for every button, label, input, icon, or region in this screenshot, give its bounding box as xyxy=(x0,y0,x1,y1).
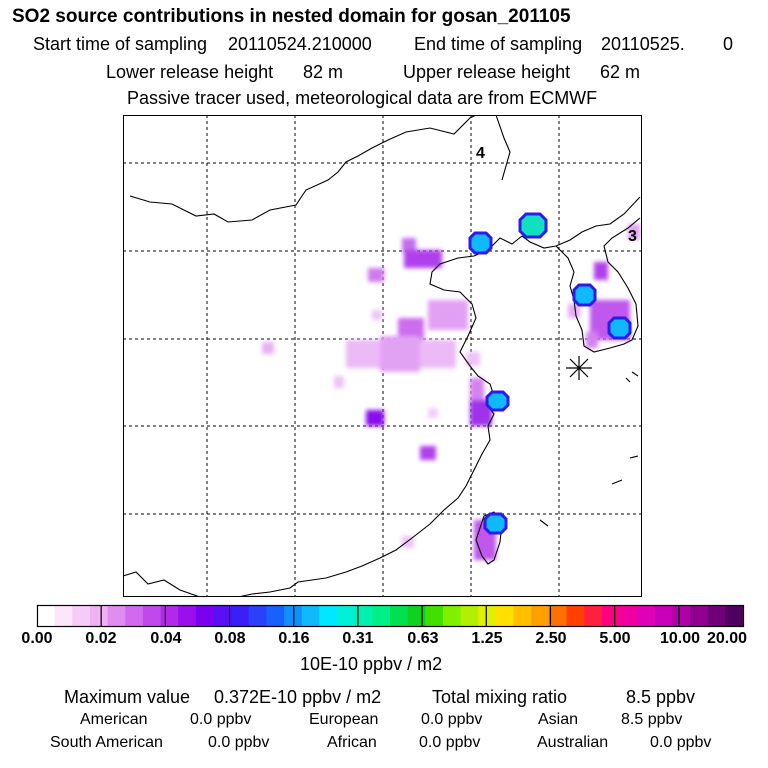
colorbar-tick: 0.00 xyxy=(21,630,53,647)
colorbar-tick: 1.25 xyxy=(471,630,503,647)
colorbar-cell xyxy=(566,605,585,626)
colorbar-cell xyxy=(319,605,338,626)
lower-release-value: 82 m xyxy=(303,62,344,82)
region-name: American xyxy=(80,711,148,728)
region-value: 0.0 ppbv xyxy=(421,711,483,728)
region-name: African xyxy=(327,734,377,751)
colorbar-tick: 0.31 xyxy=(342,630,374,647)
max-value: 0.372E-10 ppbv / m2 xyxy=(214,687,382,707)
colorbar-tick: 20.00 xyxy=(706,630,748,647)
concentration-field xyxy=(262,224,640,560)
colorbar-cell xyxy=(672,605,691,626)
colorbar-cell xyxy=(619,605,638,626)
colorbar-cell xyxy=(390,605,409,626)
end-time-value: 20110525. xyxy=(601,34,685,54)
colorbar-cell xyxy=(337,605,356,626)
hotspot xyxy=(468,231,493,255)
start-time-value: 20110524.210000 xyxy=(228,34,372,54)
hotspot xyxy=(483,512,508,535)
map-marker-3: 3 xyxy=(628,228,637,245)
hotspot xyxy=(485,390,510,412)
colorbar-cell xyxy=(601,605,621,626)
region-name: Australian xyxy=(537,734,609,751)
colorbar-tick: 0.16 xyxy=(278,630,310,647)
total-mixing-label: Total mixing ratio xyxy=(432,687,568,707)
coastlines xyxy=(123,115,641,597)
map-marker-4: 4 xyxy=(476,145,485,162)
colorbar-tick: 10.00 xyxy=(659,630,701,647)
colorbar-tick: 0.04 xyxy=(150,630,182,647)
source-hotspots xyxy=(468,212,632,535)
colorbar-cell xyxy=(372,605,391,626)
colorbar-cell xyxy=(531,605,550,626)
region-name: European xyxy=(309,711,379,728)
colorbar-cell xyxy=(442,605,462,626)
colorbar-cell xyxy=(231,605,250,626)
lower-release-label: Lower release height xyxy=(106,62,274,82)
colorbar-cell xyxy=(637,605,656,626)
colorbar-cell xyxy=(654,605,673,626)
page-title: SO2 source contributions in nested domai… xyxy=(12,6,571,27)
region-value: 0.0 ppbv xyxy=(650,734,712,751)
region-name: South American xyxy=(50,734,163,751)
colorbar-cell xyxy=(584,605,603,626)
colorbar-cell xyxy=(195,605,215,626)
colorbar-cell xyxy=(548,605,568,626)
upper-release-label: Upper release height xyxy=(403,62,571,82)
colorbar-cell xyxy=(213,605,232,626)
hotspot xyxy=(572,283,597,307)
data-source-note: Passive tracer used, meteorological data… xyxy=(127,88,598,108)
colorbar-cell xyxy=(425,605,444,626)
colorbar-cell xyxy=(478,605,497,626)
max-value-label: Maximum value xyxy=(64,687,191,707)
colorbar-tick: 0.08 xyxy=(214,630,246,647)
colorbar-cell xyxy=(54,605,73,626)
colorbar-cell xyxy=(707,605,726,626)
end-time-label: End time of sampling xyxy=(414,34,583,54)
colorbar-cell xyxy=(513,605,532,626)
colorbar-cell xyxy=(248,605,268,626)
colorbar-cell xyxy=(495,605,515,626)
hotspot xyxy=(518,212,548,239)
colorbar-cell xyxy=(107,605,126,626)
end-time-suffix: 0 xyxy=(723,34,734,54)
colorbar-cell xyxy=(142,605,162,626)
colorbar-cell xyxy=(37,605,56,626)
region-value: 8.5 ppbv xyxy=(621,711,683,728)
colorbar-cell xyxy=(354,605,373,626)
colorbar-cell xyxy=(266,605,285,626)
star-marker xyxy=(566,356,592,380)
colorbar-cell xyxy=(125,605,144,626)
total-mixing-value: 8.5 ppbv xyxy=(626,687,696,707)
map-frame xyxy=(123,115,642,597)
colorbar-cell xyxy=(690,605,709,626)
colorbar-tick: 0.02 xyxy=(85,630,117,647)
map-gridlines xyxy=(123,115,642,597)
colorbar-frame xyxy=(36,604,745,628)
colorbar-tick: 2.50 xyxy=(535,630,567,647)
colorbar-cell xyxy=(160,605,179,626)
start-time-label: Start time of sampling xyxy=(33,34,208,54)
colorbar-cell xyxy=(407,605,426,626)
region-value: 0.0 ppbv xyxy=(190,711,252,728)
colorbar-cell xyxy=(460,605,479,626)
colorbar-tick: 5.00 xyxy=(599,630,631,647)
map-panel: 4 3 xyxy=(123,115,642,597)
colorbar-units: 10E-10 ppbv / m2 xyxy=(300,654,443,674)
colorbar-tick: 0.63 xyxy=(407,630,439,647)
upper-release-value: 62 m xyxy=(600,62,641,82)
region-value: 0.0 ppbv xyxy=(208,734,270,751)
region-name: Asian xyxy=(538,711,579,728)
colorbar-cell xyxy=(178,605,197,626)
hotspot xyxy=(607,316,632,340)
region-value: 0.0 ppbv xyxy=(419,734,481,751)
colorbar-cell xyxy=(725,605,744,626)
colorbar-cell xyxy=(89,605,109,626)
colorbar-cell xyxy=(72,605,91,626)
colorbar-cell xyxy=(301,605,320,626)
